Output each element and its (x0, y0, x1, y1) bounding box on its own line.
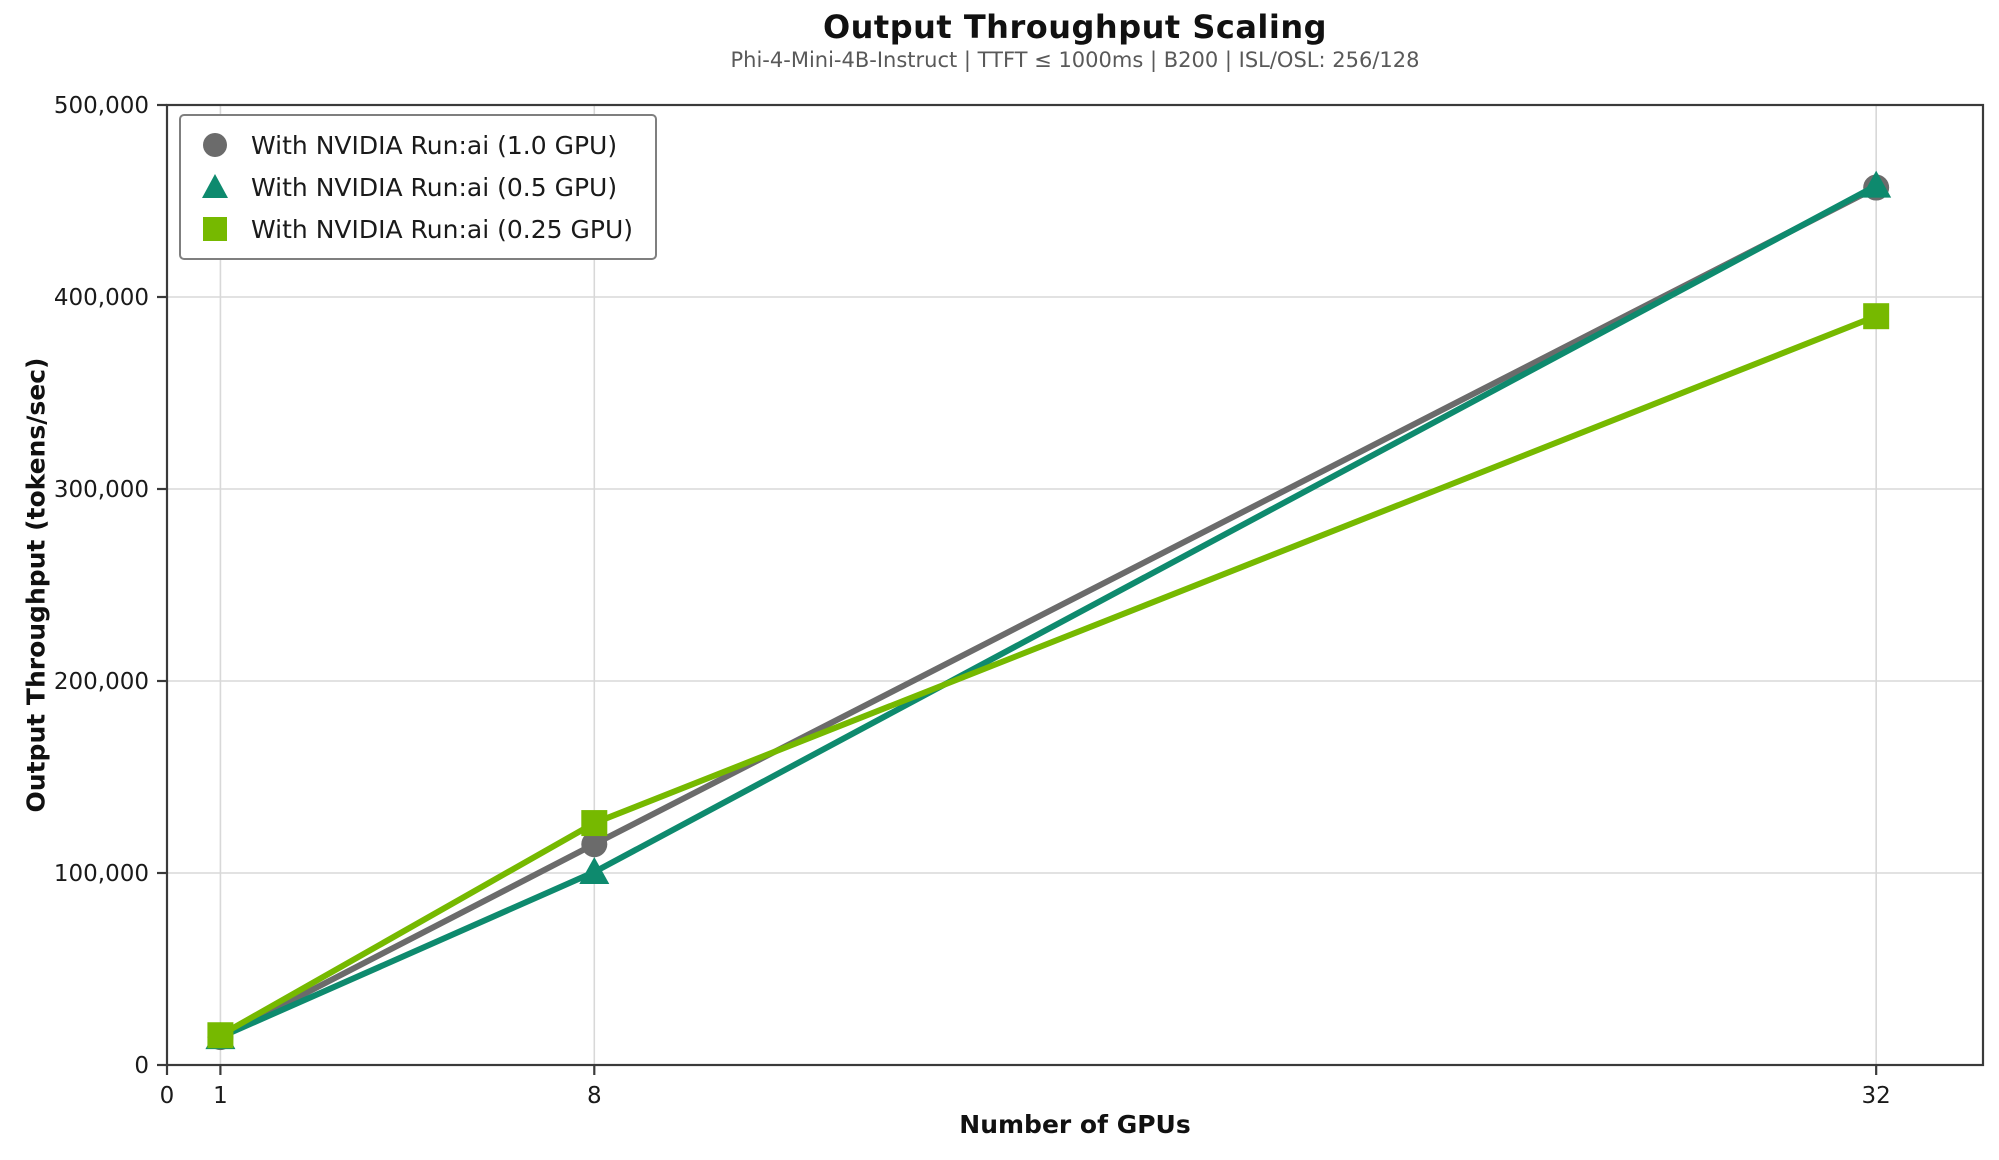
y-axis-label: Output Throughput (tokens/sec) (21, 357, 51, 813)
series-0 (207, 174, 1890, 1051)
x-axis-label: Number of GPUs (959, 1110, 1191, 1139)
x-tick-label: 1 (213, 1083, 228, 1109)
legend-item: With NVIDIA Run:ai (0.5 GPU) (195, 168, 633, 206)
chart-title: Output Throughput Scaling (822, 8, 1328, 46)
y-tick-label: 100,000 (54, 861, 149, 887)
axis-ticks: 0 1 8 32 0 100,000 200,000 300,000 400,000 500,00… (54, 93, 1891, 1109)
y-tick-label: 500,000 (54, 93, 149, 119)
x-tick-label: 32 (1862, 1083, 1891, 1109)
x-tick-label: 0 (160, 1083, 175, 1109)
legend-label: With NVIDIA Run:ai (1.0 GPU) (251, 130, 618, 160)
series-2 (207, 303, 1890, 1049)
legend-item: With NVIDIA Run:ai (0.25 GPU) (195, 210, 633, 248)
y-tick-label: 300,000 (54, 477, 149, 503)
triangle-marker-icon (202, 174, 228, 198)
chart-subtitle: Phi-4-Mini-4B-Instruct | TTFT ≤ 1000ms |… (730, 48, 1420, 72)
y-tick-label: 200,000 (54, 669, 149, 695)
legend-item: With NVIDIA Run:ai (1.0 GPU) (195, 126, 633, 164)
legend-label: With NVIDIA Run:ai (0.5 GPU) (251, 172, 618, 202)
square-marker-icon (203, 217, 227, 241)
legend: With NVIDIA Run:ai (1.0 GPU) With NVIDIA … (179, 114, 657, 260)
plot-frame (165, 103, 1985, 1067)
y-tick-label: 400,000 (54, 285, 149, 311)
legend-label: With NVIDIA Run:ai (0.25 GPU) (251, 214, 633, 244)
y-tick-label: 0 (134, 1053, 149, 1079)
x-tick-label: 8 (587, 1083, 602, 1109)
circle-marker-icon (203, 133, 227, 157)
